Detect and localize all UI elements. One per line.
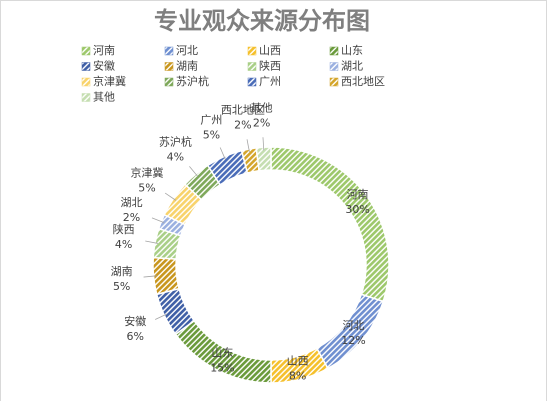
legend-marker — [329, 46, 339, 56]
legend-label: 京津冀 — [93, 74, 126, 88]
data-label-name: 京津冀 — [130, 166, 163, 180]
data-label-name: 苏沪杭 — [159, 134, 192, 148]
leader-line — [189, 166, 199, 177]
data-label-name: 陕西 — [113, 222, 135, 236]
data-label-value: 6% — [127, 330, 144, 343]
data-label-name: 河北 — [342, 319, 364, 332]
legend-marker — [247, 77, 257, 87]
data-label-value: 30% — [345, 203, 369, 216]
legend-label: 广州 — [259, 75, 281, 88]
data-label-value: 2% — [253, 116, 270, 129]
legend-label: 其他 — [93, 91, 115, 104]
legend-marker — [81, 93, 91, 102]
donut-slice — [255, 146, 272, 172]
legend-marker — [164, 46, 174, 56]
chart-title: 专业观众来源分布图 — [154, 7, 370, 35]
data-label-name: 安徽 — [124, 314, 146, 328]
legend-marker — [247, 46, 257, 56]
leader-line — [145, 240, 159, 244]
donut-slice — [270, 146, 390, 303]
legend-marker — [164, 62, 174, 71]
data-label-value: 5% — [113, 280, 130, 293]
data-label-name: 山东 — [211, 346, 233, 359]
legend-marker — [81, 46, 91, 56]
data-label-name: 河南 — [347, 188, 369, 201]
data-label-name: 湖南 — [111, 265, 133, 278]
legend-marker — [329, 62, 339, 71]
legend-label: 苏沪杭 — [176, 74, 209, 88]
leader-line — [151, 217, 165, 224]
data-label-value: 8% — [289, 370, 306, 383]
legend-marker — [81, 77, 91, 87]
data-label-name: 山西 — [287, 355, 309, 368]
data-label-value: 2% — [123, 211, 140, 224]
data-label-value: 4% — [167, 150, 184, 163]
legend-label: 西北地区 — [341, 75, 385, 88]
leader-line — [143, 275, 157, 278]
donut-slice — [152, 256, 180, 296]
leader-line — [219, 147, 226, 160]
legend-marker — [247, 62, 257, 71]
leader-line — [155, 313, 168, 320]
legend-label: 山东 — [341, 44, 363, 57]
data-label-value: 12% — [341, 334, 365, 347]
data-label-value: 15% — [210, 361, 234, 374]
legend-label: 陕西 — [259, 59, 281, 73]
data-label-name: 广州 — [200, 113, 222, 126]
data-label-value: 5% — [203, 128, 220, 141]
legend-label: 河北 — [176, 44, 198, 57]
leader-line — [262, 137, 265, 151]
data-label-value: 5% — [138, 182, 155, 195]
data-label-name: 西北地区 — [221, 104, 265, 117]
legend-marker — [81, 62, 91, 71]
legend-label: 河南 — [93, 44, 115, 57]
legend-label: 山西 — [259, 44, 281, 57]
leader-line — [164, 192, 177, 201]
data-label-value: 2% — [234, 119, 251, 132]
legend-label: 湖北 — [341, 60, 363, 73]
legend-label: 湖南 — [176, 60, 198, 73]
legend-label: 安徽 — [93, 59, 115, 73]
data-label-name: 湖北 — [121, 196, 143, 209]
legend-marker — [329, 77, 339, 87]
data-label-value: 4% — [115, 238, 132, 251]
leader-line — [246, 139, 250, 153]
legend-marker — [164, 77, 174, 87]
data-label-name: 其他 — [251, 101, 273, 114]
